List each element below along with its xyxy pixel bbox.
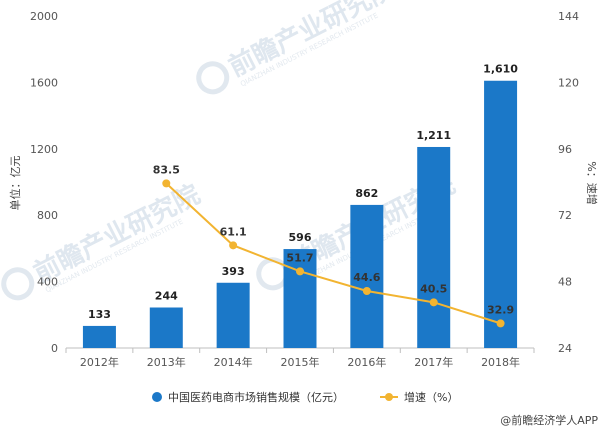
left-axis-title: 单位：亿元 bbox=[8, 156, 22, 211]
right-tick-2: 72 bbox=[558, 209, 572, 222]
bar-1 bbox=[149, 307, 183, 348]
growth-point-5 bbox=[429, 298, 438, 307]
legend-marker-bar bbox=[152, 392, 162, 402]
left-tick-0: 0 bbox=[51, 342, 58, 355]
growth-label-2: 61.1 bbox=[220, 225, 247, 238]
bar-label-6: 1,610 bbox=[483, 63, 518, 76]
growth-point-1 bbox=[162, 179, 171, 188]
right-tick-1: 48 bbox=[558, 276, 572, 289]
growth-label-4: 44.6 bbox=[353, 271, 380, 284]
bar-3 bbox=[283, 249, 317, 348]
bar-6 bbox=[484, 80, 518, 349]
growth-point-4 bbox=[362, 287, 371, 296]
growth-label-1: 83.5 bbox=[153, 163, 180, 176]
left-tick-2: 800 bbox=[37, 209, 58, 222]
legend-marker-growth bbox=[385, 393, 393, 401]
bar-label-5: 1,211 bbox=[416, 129, 451, 142]
right-tick-4: 120 bbox=[558, 76, 579, 89]
growth-point-6 bbox=[496, 319, 505, 328]
x-tick-3: 2015年 bbox=[281, 355, 320, 369]
bar-2 bbox=[216, 282, 250, 348]
left-tick-3: 1200 bbox=[30, 143, 58, 156]
bar-label-4: 862 bbox=[355, 187, 378, 200]
x-tick-5: 2017年 bbox=[414, 355, 453, 369]
bar-0 bbox=[82, 325, 116, 348]
bar-label-2: 393 bbox=[222, 265, 245, 278]
growth-label-6: 32.9 bbox=[487, 303, 514, 316]
legend: 中国医药电商市场销售规模（亿元） 增速（%） bbox=[152, 390, 458, 404]
right-tick-5: 144 bbox=[558, 10, 579, 23]
growth-label-5: 40.5 bbox=[420, 282, 447, 295]
credit-text: @前瞻经济学人APP bbox=[500, 413, 598, 427]
right-axis-title: %：速增 bbox=[585, 161, 599, 204]
legend-label-growth: 增速（%） bbox=[404, 390, 458, 404]
bar-series bbox=[82, 80, 518, 349]
x-tick-4: 2016年 bbox=[347, 355, 386, 369]
left-tick-1: 400 bbox=[37, 276, 58, 289]
growth-point-2 bbox=[229, 241, 238, 250]
x-tick-6: 2018年 bbox=[481, 355, 520, 369]
watermark-logo-1 bbox=[196, 61, 230, 95]
growth-line bbox=[165, 182, 501, 325]
x-tick-1: 2013年 bbox=[147, 355, 186, 369]
bar-label-1: 244 bbox=[155, 289, 178, 302]
x-tick-0: 2012年 bbox=[80, 355, 119, 369]
left-tick-5: 2000 bbox=[30, 10, 58, 23]
data-labels: 133 244 393 596 862 1,211 1,610 83.5 61.1 51.7 44.… bbox=[88, 63, 518, 321]
right-tick-0: 24 bbox=[558, 342, 572, 355]
right-tick-3: 96 bbox=[558, 143, 572, 156]
left-tick-4: 1600 bbox=[30, 76, 58, 89]
bar-label-0: 133 bbox=[88, 308, 111, 321]
watermark-logo-3 bbox=[1, 267, 35, 301]
bar-5 bbox=[417, 146, 451, 348]
bar-4 bbox=[350, 204, 384, 348]
growth-label-3: 51.7 bbox=[286, 251, 313, 264]
x-tick-2: 2014年 bbox=[214, 355, 253, 369]
bar-label-3: 596 bbox=[289, 231, 312, 244]
axes: 0 400 800 1200 1600 2000 24 48 72 96 120 144 2012年 20… bbox=[30, 10, 579, 369]
legend-label-bar: 中国医药电商市场销售规模（亿元） bbox=[168, 390, 344, 404]
growth-point-3 bbox=[296, 267, 304, 276]
line-series bbox=[162, 179, 505, 328]
